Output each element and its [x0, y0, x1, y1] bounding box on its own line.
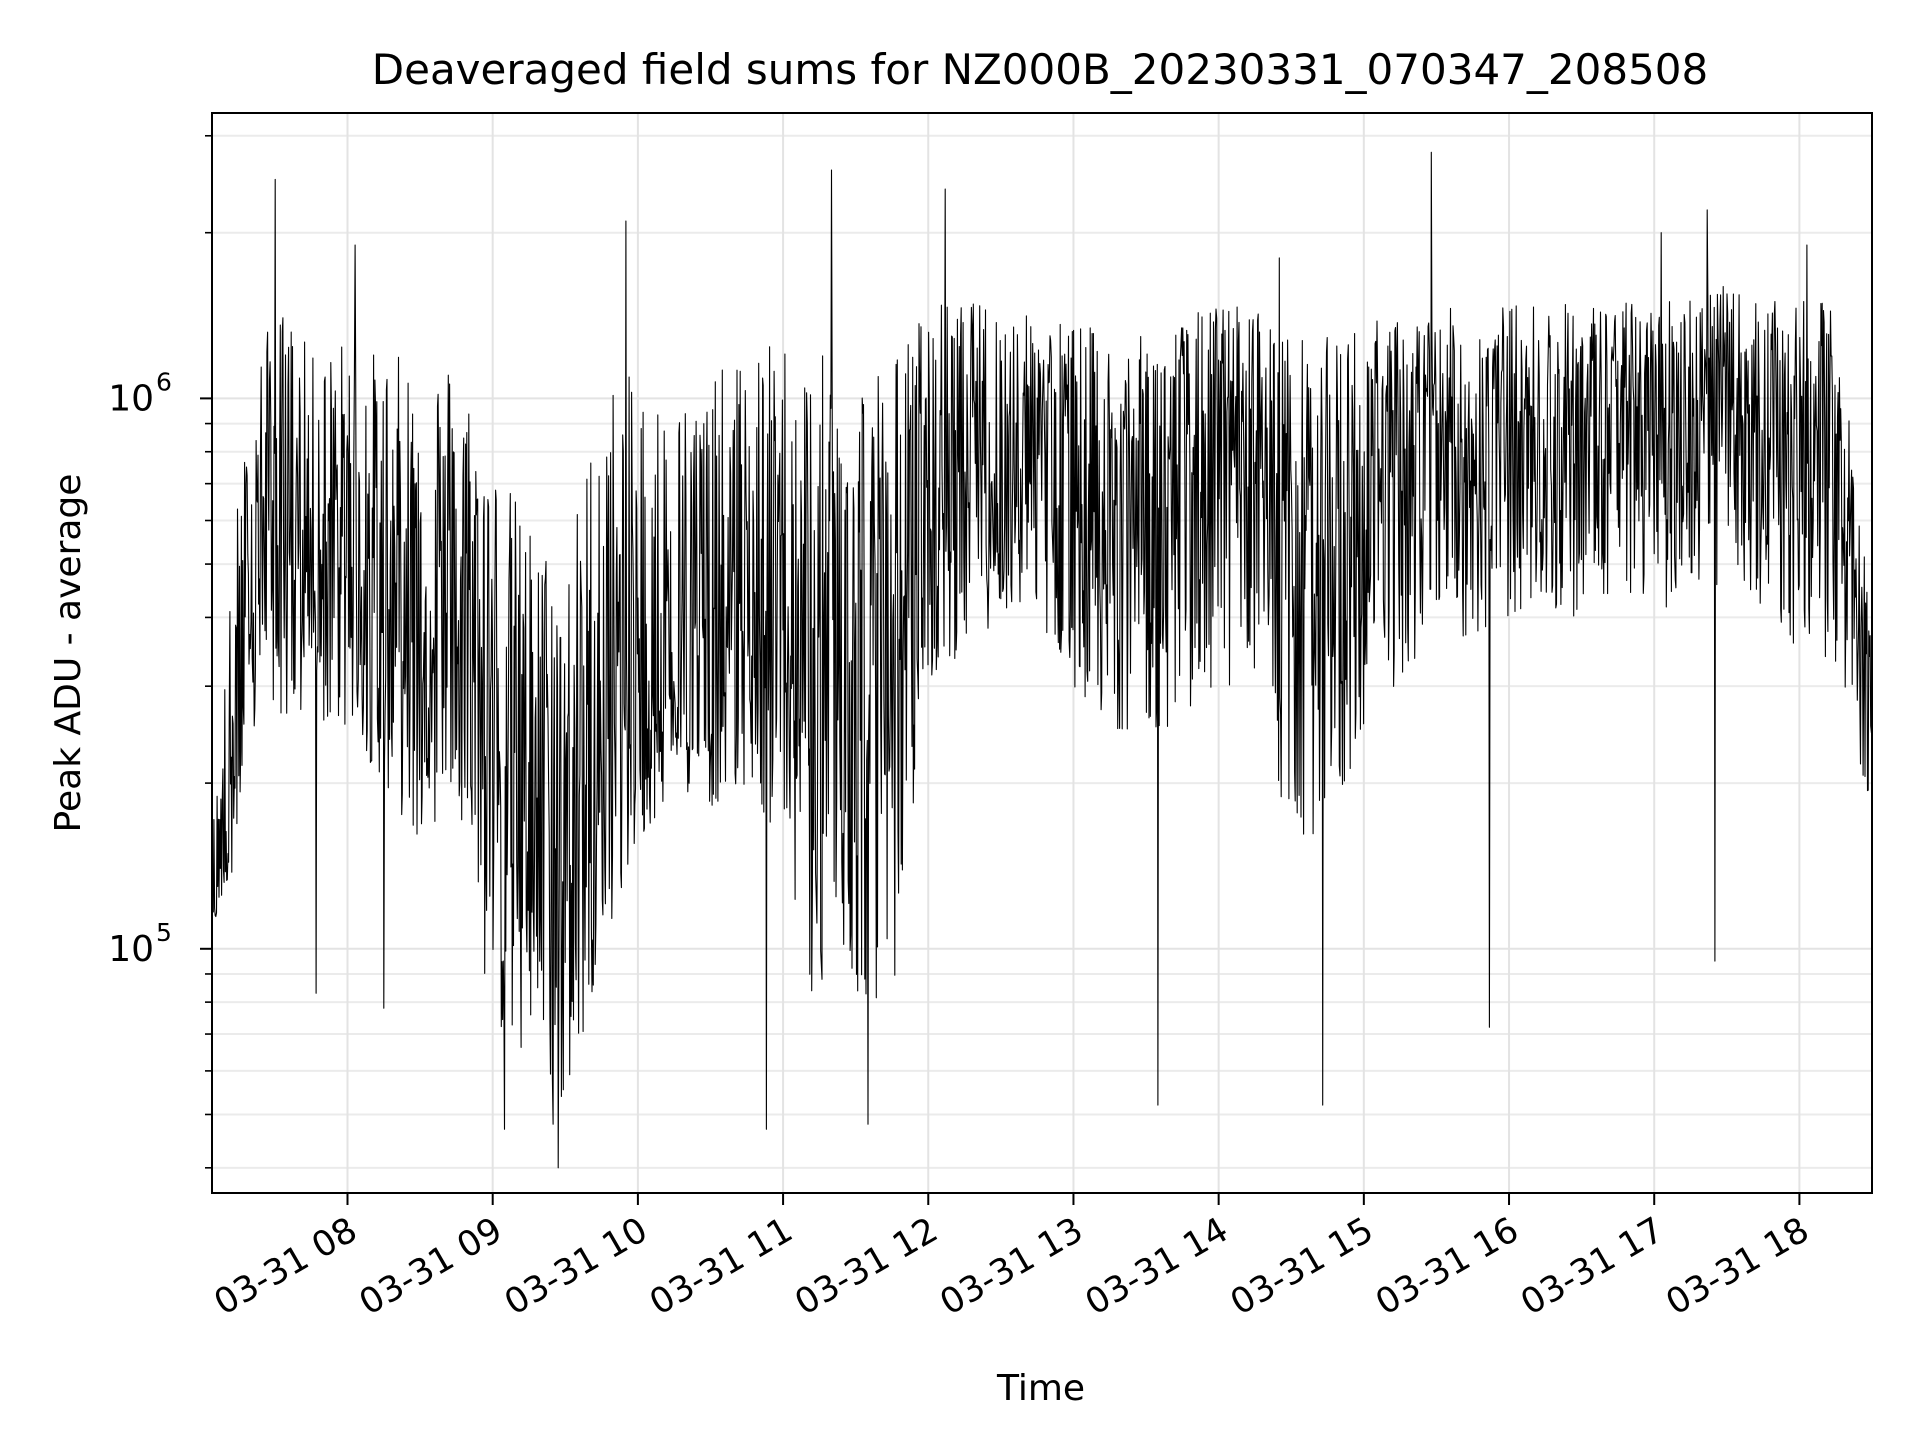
x-tick-label: 03-31 15 — [1224, 1210, 1380, 1323]
x-tick-label: 03-31 12 — [788, 1210, 944, 1323]
x-tick-label: 03-31 10 — [498, 1210, 654, 1323]
y-tick-label: 10 — [108, 929, 154, 970]
plot-frame — [211, 112, 1873, 1194]
x-tick-label: 03-31 16 — [1369, 1210, 1525, 1323]
x-tick-label: 03-31 18 — [1660, 1210, 1816, 1323]
chart-title: Deaveraged field sums for NZ000B_2023033… — [372, 45, 1708, 94]
data-line — [211, 151, 1873, 1169]
x-tick-label: 03-31 09 — [353, 1210, 509, 1323]
x-tick-label: 03-31 13 — [934, 1210, 1090, 1323]
x-tick-label: 03-31 08 — [208, 1210, 364, 1323]
x-tick-label: 03-31 17 — [1514, 1210, 1670, 1323]
y-tick-label: 10 — [108, 378, 154, 419]
y-tick-exponent: 6 — [156, 367, 172, 396]
x-tick-label: 03-31 11 — [643, 1210, 799, 1323]
series-line — [211, 151, 1873, 1169]
y-axis-label: Peak ADU - average — [48, 474, 89, 833]
x-tick-label: 03-31 14 — [1079, 1210, 1235, 1323]
y-tick-exponent: 5 — [156, 918, 172, 947]
x-axis-label: Time — [996, 1368, 1085, 1409]
